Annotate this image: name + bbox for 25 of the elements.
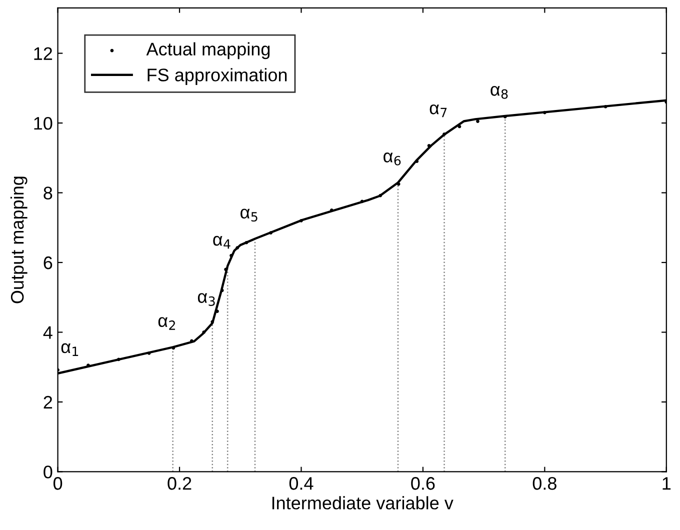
x-tick-label: 1 — [662, 477, 671, 490]
annotation: α$_{2}$ — [158, 317, 175, 330]
y-tick-label: 2 — [44, 396, 52, 409]
annotation: α$_{4}$ — [213, 236, 230, 249]
x-tick-label: 0.8 — [532, 477, 556, 490]
y-tick-label: 10 — [34, 116, 52, 130]
annotation: α$_{8}$ — [490, 86, 508, 99]
y-tick-label: 12 — [34, 47, 52, 60]
x-tick-label: 0.2 — [168, 477, 192, 490]
annotation: α$_{6}$ — [384, 152, 401, 166]
x-axis-title: Intermediate variable v — [272, 496, 454, 510]
y-axis-title: Output mapping — [10, 176, 28, 304]
x-tick-label: 0.6 — [411, 477, 435, 490]
legend-label: FS approximation — [148, 68, 287, 85]
y-tick-label: 0 — [44, 466, 52, 478]
y-tick-label: 8 — [44, 186, 52, 200]
x-tick-label: 0 — [53, 477, 62, 490]
annotation: α$_{7}$ — [430, 104, 447, 118]
annotation: α$_{1}$ — [61, 343, 78, 356]
y-tick-label: 4 — [43, 326, 52, 339]
annotation: α$_{3}$ — [198, 293, 215, 306]
legend-label: Actual mapping — [146, 42, 270, 60]
annotation: α$_{5}$ — [240, 208, 258, 222]
y-tick-label: 6 — [44, 256, 52, 270]
x-tick-label: 0.4 — [289, 477, 314, 490]
